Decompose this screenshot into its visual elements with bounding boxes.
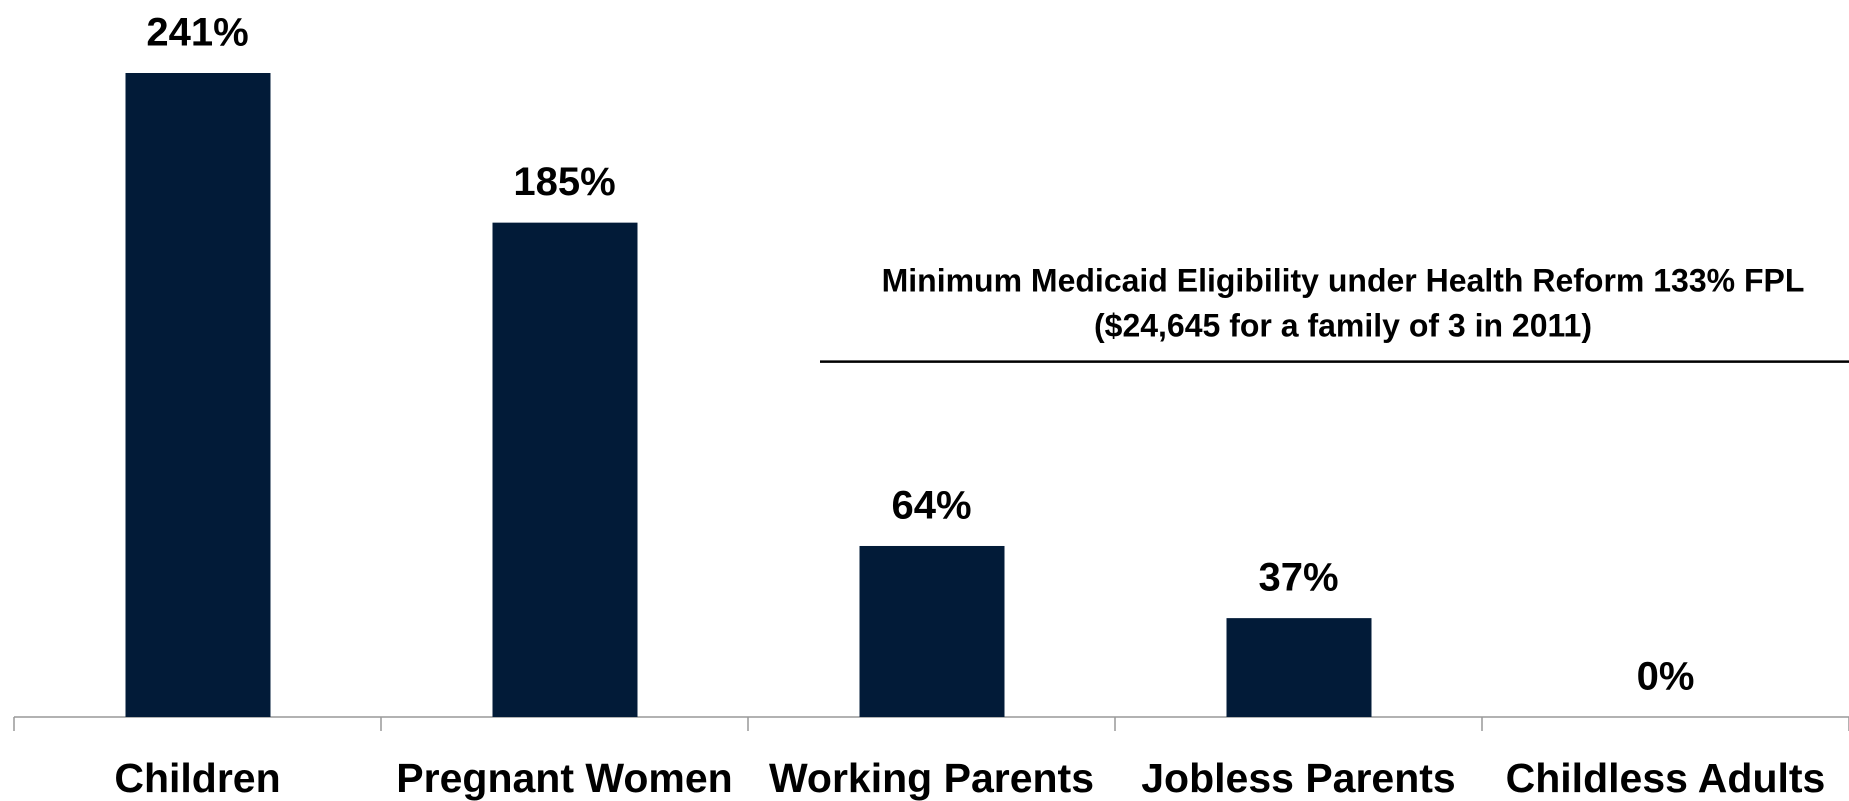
x-tick-label: Working Parents — [769, 755, 1094, 801]
x-tick-label: Children — [114, 755, 280, 801]
value-label: 185% — [513, 160, 615, 204]
bar — [125, 73, 271, 717]
annotation: Minimum Medicaid Eligibility under Healt… — [882, 262, 1805, 298]
bar — [492, 222, 638, 717]
x-tick-label: Childless Adults — [1506, 755, 1826, 801]
value-label: 64% — [891, 484, 971, 528]
value-label: 37% — [1258, 556, 1338, 600]
annotation: ($24,645 for a family of 3 in 2011) — [1094, 307, 1592, 343]
bar — [1226, 618, 1372, 717]
x-tick-label: Jobless Parents — [1141, 755, 1456, 801]
x-tick-label: Pregnant Women — [396, 755, 732, 801]
value-label: 0% — [1637, 655, 1695, 699]
value-label: 241% — [146, 11, 248, 55]
bar — [859, 545, 1005, 717]
